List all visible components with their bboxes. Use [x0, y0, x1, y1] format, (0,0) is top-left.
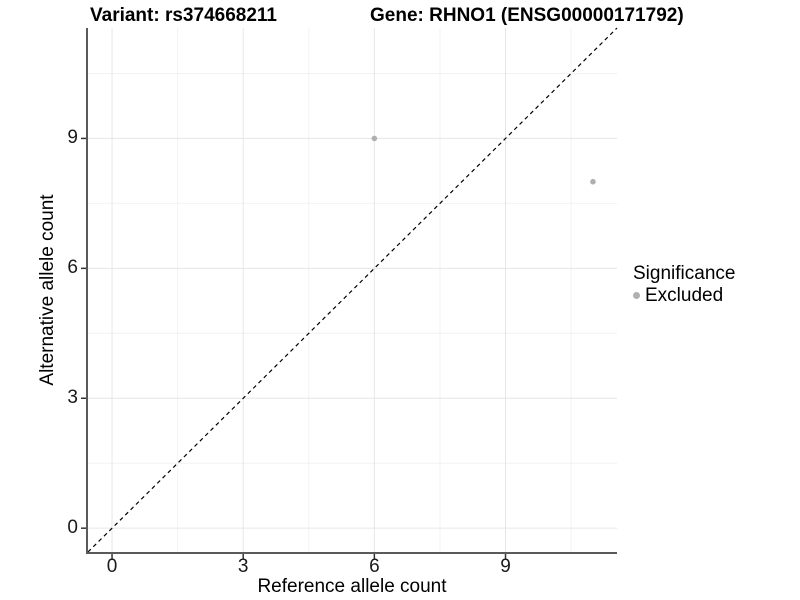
- plot-title-variant: Variant: rs374668211: [90, 5, 277, 26]
- plot-title-gene: Gene: RHNO1 (ENSG00000171792): [370, 5, 684, 26]
- legend-item-label: Excluded: [645, 285, 724, 306]
- data-point: [590, 178, 596, 185]
- legend-item-excluded: Excluded: [633, 285, 735, 306]
- y-axis-tick-label: 6: [67, 257, 78, 279]
- y-axis-tick-label: 9: [67, 127, 78, 149]
- y-axis-tick-label: 0: [67, 517, 78, 539]
- y-axis-tick-label: 3: [67, 387, 78, 409]
- x-axis-tick-label: 6: [369, 556, 380, 577]
- y-axis-label: Alternative allele count: [37, 194, 58, 386]
- legend: Significance Excluded: [633, 263, 735, 306]
- data-point: [371, 135, 378, 142]
- legend-title: Significance: [633, 263, 736, 284]
- x-axis-tick-label: 3: [237, 556, 249, 577]
- x-axis-tick-label: 0: [106, 556, 118, 577]
- x-axis-label: Reference allele count: [257, 576, 447, 597]
- identity-reference-line: [87, 27, 618, 553]
- x-axis-tick-label: 9: [500, 556, 511, 577]
- excluded-point-marker-icon: [633, 292, 640, 299]
